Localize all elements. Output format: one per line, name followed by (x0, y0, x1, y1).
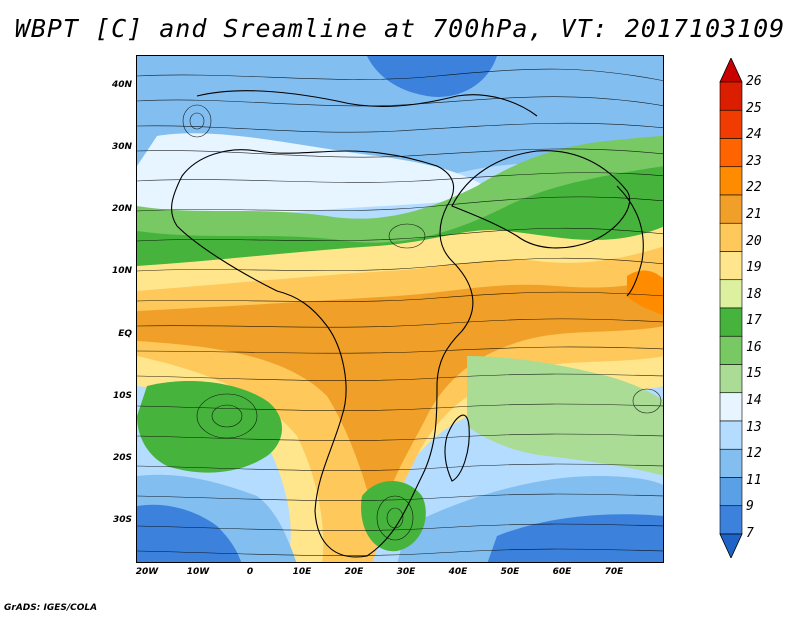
lon-tick-label: 20W (135, 567, 159, 577)
map-field (137, 56, 663, 562)
streamline (137, 318, 663, 328)
colorbar-label: 13 (746, 419, 762, 435)
streamline (137, 172, 663, 183)
colorbar-swatch (719, 166, 743, 196)
colorbar-swatch (719, 279, 743, 309)
field-southwest-green (137, 381, 282, 473)
streamline (137, 291, 663, 302)
field-orange (137, 276, 663, 526)
colorbar-swatch (719, 138, 743, 168)
colorbar-top-arrow (719, 58, 743, 83)
colorbar-swatch (719, 477, 743, 507)
streamline (137, 433, 663, 441)
lon-tick-label: 70E (604, 567, 624, 577)
colorbar-swatch (719, 335, 743, 365)
colorbar-swatch (719, 448, 743, 478)
field-south-cold (137, 504, 242, 562)
lon-tick-label: 0 (246, 567, 254, 577)
colorbar-swatch (719, 109, 743, 139)
streamline (137, 346, 663, 354)
lon-tick-label: 50E (500, 567, 520, 577)
lon-tick-label: 60E (552, 567, 572, 577)
vortex (182, 104, 212, 138)
map-title: WBPT [C] and Sreamline at 700hPa, VT: 20… (14, 14, 786, 43)
coastline-india (616, 185, 644, 297)
lat-tick-label: 10S (112, 391, 132, 401)
colorbar-label: 17 (746, 313, 762, 329)
vortex (196, 393, 258, 439)
streamline (137, 493, 663, 501)
coastline-europe (196, 90, 538, 117)
lat-tick-label: 20S (112, 453, 132, 463)
streamline (137, 463, 663, 471)
colorbar-label: 22 (746, 180, 762, 196)
colorbar-label: 7 (746, 526, 754, 541)
colorbar-label: 23 (746, 153, 762, 169)
colorbar-label: 21 (746, 206, 762, 222)
lat-tick-label: 30N (111, 142, 132, 152)
streamline (137, 523, 663, 531)
streamline (137, 196, 663, 212)
lat-tick-label: 10N (111, 266, 132, 276)
colorbar-label: 20 (746, 233, 762, 249)
coastline-arabia (451, 150, 631, 249)
colorbar-label: 25 (746, 100, 762, 116)
colorbar-label: 18 (746, 286, 762, 302)
lon-tick-label: 40E (448, 567, 468, 577)
colorbar-swatch (719, 81, 743, 111)
lat-tick-label: 20N (111, 204, 132, 214)
colorbar-label: 26 (746, 74, 762, 89)
colorbar-label: 11 (746, 472, 762, 488)
field-cyclone-green (361, 481, 426, 552)
map-panel (136, 55, 664, 563)
vortex (376, 495, 414, 541)
field-east-green (467, 356, 663, 476)
coastline-africa (171, 149, 474, 558)
colorbar-label: 16 (746, 339, 762, 355)
lon-tick-label: 30E (396, 567, 416, 577)
colorbar-bottom-arrow (719, 533, 743, 558)
colorbar (719, 58, 743, 558)
colorbar-swatch (719, 251, 743, 281)
streamline (137, 227, 663, 242)
lat-tick-label: EQ (118, 329, 132, 339)
coastline-madagascar (444, 414, 470, 482)
colorbar-label: 15 (746, 366, 762, 382)
streamline (137, 257, 663, 272)
vortex (388, 223, 426, 249)
colorbar-swatch (719, 392, 743, 422)
lat-tick-label: 40N (111, 80, 132, 90)
colorbar-label: 24 (746, 127, 762, 143)
colorbar-label: 9 (746, 499, 754, 515)
field-north-pale (137, 133, 497, 226)
lon-tick-label: 10E (292, 567, 312, 577)
colorbar-swatch (719, 307, 743, 337)
colorbar-label: 12 (746, 446, 762, 462)
coastlines (171, 90, 644, 558)
colorbar-swatch (719, 505, 743, 535)
vortex (632, 388, 662, 414)
colorbar-label: 14 (746, 393, 762, 409)
streamline (137, 122, 663, 133)
streamlines (137, 68, 663, 556)
colorbar-swatch (719, 194, 743, 224)
footer-credit: GrADS: IGES/COLA (4, 603, 98, 613)
lon-tick-label: 20E (344, 567, 364, 577)
colorbar-label: 19 (746, 260, 762, 276)
lon-tick-label: 10W (186, 567, 210, 577)
streamline (137, 548, 663, 556)
colorbar-swatch (719, 222, 743, 252)
vortex (211, 404, 243, 428)
colorbar-swatch (719, 364, 743, 394)
vortex (189, 112, 205, 130)
colorbar-swatch (719, 420, 743, 450)
streamline (137, 373, 663, 381)
streamline (137, 68, 663, 81)
lat-tick-label: 30S (112, 515, 132, 525)
